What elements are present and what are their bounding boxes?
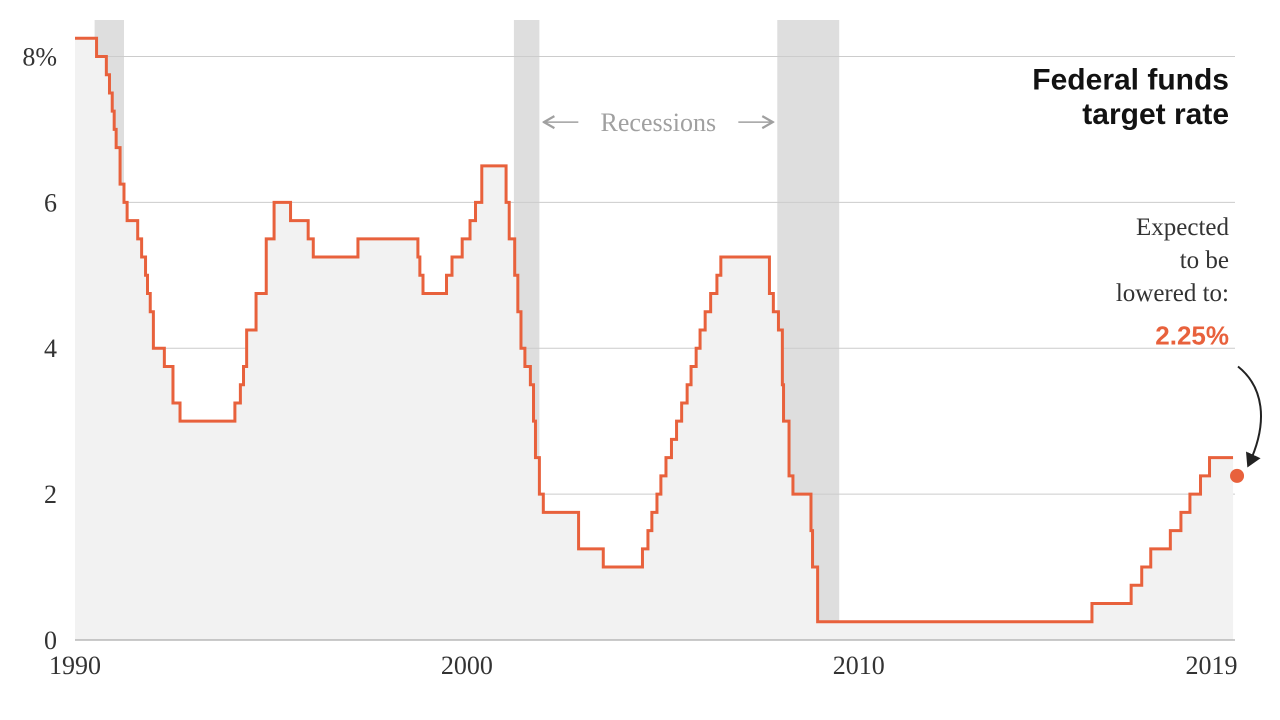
y-tick-label: 8% [22, 42, 57, 71]
svg-text:lowered to:: lowered to: [1116, 280, 1229, 307]
y-tick-label: 6 [44, 188, 57, 217]
svg-text:to be: to be [1180, 247, 1229, 274]
x-tick-label: 1990 [49, 651, 101, 680]
x-tick-label: 2019 [1185, 651, 1237, 680]
y-tick-label: 4 [44, 334, 57, 363]
y-tick-label: 2 [44, 480, 57, 509]
x-axis-labels: 1990 2000 2010 2019 [49, 651, 1237, 680]
expected-value-label: 2.25% [1155, 321, 1229, 351]
chart-title: Federal fundstarget rate [1032, 63, 1229, 131]
fed-funds-chart: 02468% 1990200020102019 Recessions Feder… [0, 0, 1280, 720]
x-tick-label: 2000 [441, 651, 493, 680]
x-tick-label: 2010 [833, 651, 885, 680]
svg-text:Expected: Expected [1136, 214, 1230, 241]
svg-text:Recessions: Recessions [601, 108, 717, 137]
expected-point [1230, 469, 1244, 483]
y-axis-labels: 02468% [22, 42, 57, 655]
recessions-annotation: Recessions [545, 108, 771, 137]
